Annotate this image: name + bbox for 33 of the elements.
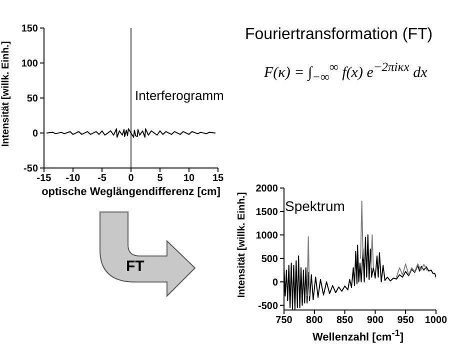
y-tick-label: 0 bbox=[272, 277, 278, 288]
y-axis-title: Intensität [willk. Einh.] bbox=[0, 41, 12, 147]
x-tick-label: 800 bbox=[306, 315, 324, 326]
y-tick-label: 100 bbox=[21, 58, 38, 70]
x-tick-label: -10 bbox=[66, 173, 81, 184]
y-tick-label: -50 bbox=[24, 164, 38, 175]
y-tick-label: 50 bbox=[26, 94, 38, 105]
y-tick-label: 1000 bbox=[256, 230, 278, 242]
x-tick-label: 10 bbox=[183, 173, 195, 184]
annotation: Interferogramm bbox=[135, 88, 224, 103]
y-tick-label: 150 bbox=[21, 24, 38, 35]
x-tick-label: 15 bbox=[212, 173, 224, 184]
x-tick-label: 1000 bbox=[424, 315, 448, 326]
x-axis-title: Wellenzahl [cm$^{-1}$] bbox=[312, 328, 404, 344]
text: FT bbox=[126, 258, 144, 275]
x-axis-title: optische Weglängendifferenz [cm] bbox=[42, 186, 220, 198]
text: F(κ) = ∫$_{−∞}$$^{∞}$ f(x) e$^{−2πiκx}$ dx bbox=[264, 60, 428, 85]
x-tick-label: 850 bbox=[336, 315, 354, 326]
x-tick-label: -15 bbox=[36, 173, 52, 184]
y-tick-label: -500 bbox=[258, 300, 278, 312]
annotation: Spektrum bbox=[285, 198, 345, 214]
y-tick-label: 1500 bbox=[256, 207, 278, 218]
x-tick-label: 0 bbox=[128, 173, 134, 184]
y-tick-label: 2000 bbox=[256, 184, 278, 195]
text: Fouriertransformation (FT) bbox=[245, 26, 433, 44]
x-tick-label: 750 bbox=[276, 315, 293, 326]
y-axis-title: Intensität [willk. Einh.] bbox=[236, 192, 248, 298]
y-tick-label: 0 bbox=[32, 128, 38, 140]
x-tick-label: 950 bbox=[397, 315, 414, 326]
y-tick-label: 500 bbox=[261, 254, 278, 265]
x-tick-label: 900 bbox=[366, 315, 384, 326]
x-tick-label: -5 bbox=[98, 173, 107, 184]
x-tick-label: 5 bbox=[157, 173, 164, 184]
